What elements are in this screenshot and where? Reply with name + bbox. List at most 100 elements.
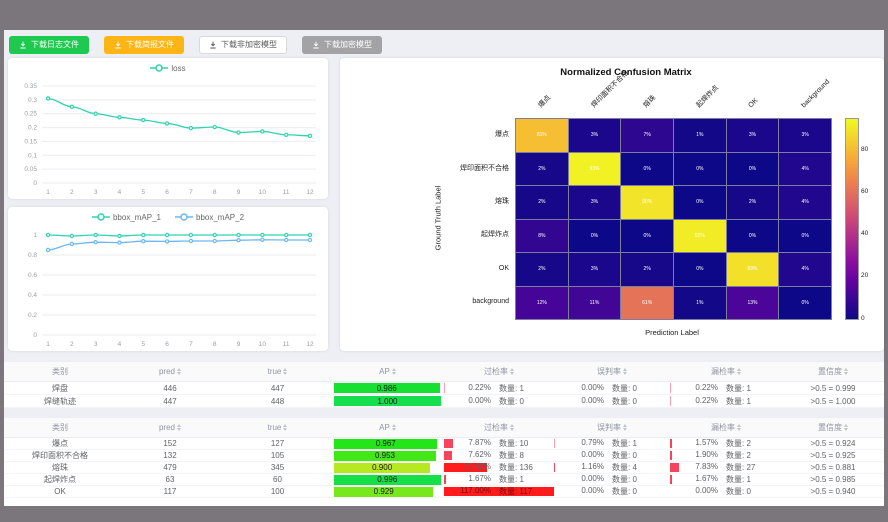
svg-text:0.15: 0.15 bbox=[24, 138, 37, 145]
cell-miss-rate: 1.57% 数量: 2 bbox=[670, 437, 782, 450]
svg-text:0.2: 0.2 bbox=[28, 312, 37, 319]
cell-pred: 63 bbox=[116, 473, 224, 486]
legend-marker-icon bbox=[150, 64, 169, 72]
cell-over-rate: 0.22% 数量: 1 bbox=[444, 381, 554, 395]
cm-cell: 90% bbox=[621, 186, 673, 219]
sort-icon[interactable] bbox=[844, 368, 848, 376]
svg-text:7: 7 bbox=[189, 189, 193, 196]
rate-bar bbox=[670, 475, 672, 484]
cell-cat: 熔珠 bbox=[4, 461, 116, 474]
cm-cell: 0% bbox=[726, 152, 779, 185]
legend-label: bbox_mAP_2 bbox=[196, 212, 245, 222]
sort-icon[interactable] bbox=[510, 368, 514, 376]
sort-icon[interactable] bbox=[623, 368, 627, 376]
legend-item-bbox_mAP_2[interactable]: bbox_mAP_2 bbox=[175, 212, 244, 222]
rate-count: 数量: 136 bbox=[499, 463, 533, 472]
cm-cell: 3% bbox=[568, 253, 621, 286]
sort-icon[interactable] bbox=[177, 424, 181, 432]
download-unencrypted-model-button[interactable]: 下载非加密模型 bbox=[199, 36, 287, 54]
col-header-ap[interactable]: AP bbox=[331, 418, 444, 438]
rate-count: 数量: 1 bbox=[726, 396, 751, 406]
legend-label: loss bbox=[171, 63, 186, 73]
sort-icon[interactable] bbox=[737, 368, 741, 376]
download-report-button[interactable]: 下载简报文件 bbox=[104, 36, 184, 54]
button-label: 下载日志文件 bbox=[31, 40, 79, 49]
cell-cat: 焊盘 bbox=[4, 381, 116, 395]
sort-icon[interactable] bbox=[510, 424, 514, 432]
col-header-miss[interactable]: 漏检率 bbox=[670, 418, 782, 438]
cell-mis-rate: 0.00% 数量: 0 bbox=[554, 381, 670, 395]
cell-cat: 爆点 bbox=[4, 437, 116, 450]
rate-count: 数量: 2 bbox=[726, 439, 751, 448]
cell-over-rate: 7.87% 数量: 10 bbox=[444, 437, 554, 450]
sort-icon[interactable] bbox=[283, 424, 288, 432]
col-header-true[interactable]: true bbox=[224, 362, 331, 382]
rate-percent: 7.87% bbox=[468, 438, 491, 447]
col-header-label: pred bbox=[158, 367, 175, 376]
cm-cell: 0% bbox=[621, 152, 673, 185]
cm-cell: 13% bbox=[726, 286, 779, 319]
sort-icon[interactable] bbox=[737, 424, 741, 432]
cm-cell: 0% bbox=[568, 219, 621, 252]
cell-confidence: >0.5 = 0.985 bbox=[782, 473, 884, 486]
rate-count: 数量: 1 bbox=[499, 475, 524, 484]
rate-count: 数量: 0 bbox=[612, 383, 637, 393]
ap-bar: 0.986 bbox=[334, 383, 440, 393]
legend-item-bbox_mAP_1[interactable]: bbox_mAP_1 bbox=[91, 212, 161, 222]
button-label: 下载非加密模型 bbox=[221, 40, 277, 49]
cm-column-label: background bbox=[800, 78, 831, 110]
col-header-pred[interactable]: pred bbox=[116, 362, 224, 382]
rate-count: 数量: 117 bbox=[499, 487, 533, 496]
legend-item-loss[interactable]: loss bbox=[150, 63, 186, 73]
table-footer-filler bbox=[4, 498, 884, 506]
col-header-ap[interactable]: AP bbox=[331, 362, 444, 382]
cm-column-label: 熔珠 bbox=[642, 94, 658, 110]
cm-cell: 2% bbox=[516, 253, 568, 286]
cell-confidence: >0.5 = 0.881 bbox=[782, 461, 884, 474]
rate-bar bbox=[444, 463, 488, 472]
sort-icon[interactable] bbox=[623, 424, 627, 432]
cell-confidence: >0.5 = 0.925 bbox=[782, 449, 884, 462]
cell-ap: 1.000 bbox=[331, 394, 444, 408]
col-header-label: 类别 bbox=[52, 367, 68, 376]
col-header-pred[interactable]: pred bbox=[116, 418, 224, 438]
rate-bar bbox=[444, 475, 446, 484]
sort-icon[interactable] bbox=[391, 368, 396, 376]
legend-marker-icon bbox=[175, 213, 193, 221]
col-header-mis[interactable]: 误判率 bbox=[554, 362, 670, 382]
download-encrypted-model-button[interactable]: 下载加密模型 bbox=[302, 36, 382, 54]
cm-cell: 4% bbox=[779, 186, 831, 219]
colorbar-tick-label: 20 bbox=[861, 272, 869, 280]
sort-icon[interactable] bbox=[391, 424, 396, 432]
rate-count: 数量: 8 bbox=[499, 451, 524, 460]
cell-cat: 焊缝轨迹 bbox=[4, 394, 116, 408]
svg-text:11: 11 bbox=[283, 189, 290, 196]
sort-icon[interactable] bbox=[177, 368, 181, 376]
colorbar bbox=[845, 118, 859, 320]
svg-text:3: 3 bbox=[94, 189, 98, 196]
cell-true: 60 bbox=[224, 473, 331, 486]
col-header-mis[interactable]: 误判率 bbox=[554, 418, 670, 438]
sort-icon[interactable] bbox=[283, 368, 288, 376]
download-icon bbox=[20, 41, 26, 49]
svg-text:5: 5 bbox=[141, 341, 145, 348]
map-chart-legend: bbox_mAP_1 bbox_mAP_2 bbox=[8, 212, 328, 222]
sort-icon[interactable] bbox=[844, 424, 848, 432]
cm-row-label: 爆点 bbox=[495, 131, 509, 139]
col-header-label: pred bbox=[158, 423, 175, 432]
svg-text:0.05: 0.05 bbox=[24, 166, 37, 173]
col-header-true[interactable]: true bbox=[224, 418, 331, 438]
col-header-over[interactable]: 过检率 bbox=[444, 362, 554, 382]
svg-text:0.2: 0.2 bbox=[28, 125, 37, 132]
cm-cell: 89% bbox=[726, 253, 779, 286]
col-header-conf[interactable]: 置信度 bbox=[782, 418, 884, 438]
cell-pred: 117 bbox=[116, 485, 224, 498]
col-header-miss[interactable]: 漏检率 bbox=[670, 362, 782, 382]
rate-percent: 7.62% bbox=[468, 450, 491, 459]
col-header-over[interactable]: 过检率 bbox=[444, 418, 554, 438]
download-log-button[interactable]: 下载日志文件 bbox=[9, 36, 89, 54]
cell-ap: 0.986 bbox=[331, 381, 444, 395]
loss-chart-legend: loss bbox=[8, 63, 328, 73]
col-header-conf[interactable]: 置信度 bbox=[782, 362, 884, 382]
rate-percent: 0.00% bbox=[695, 486, 718, 495]
